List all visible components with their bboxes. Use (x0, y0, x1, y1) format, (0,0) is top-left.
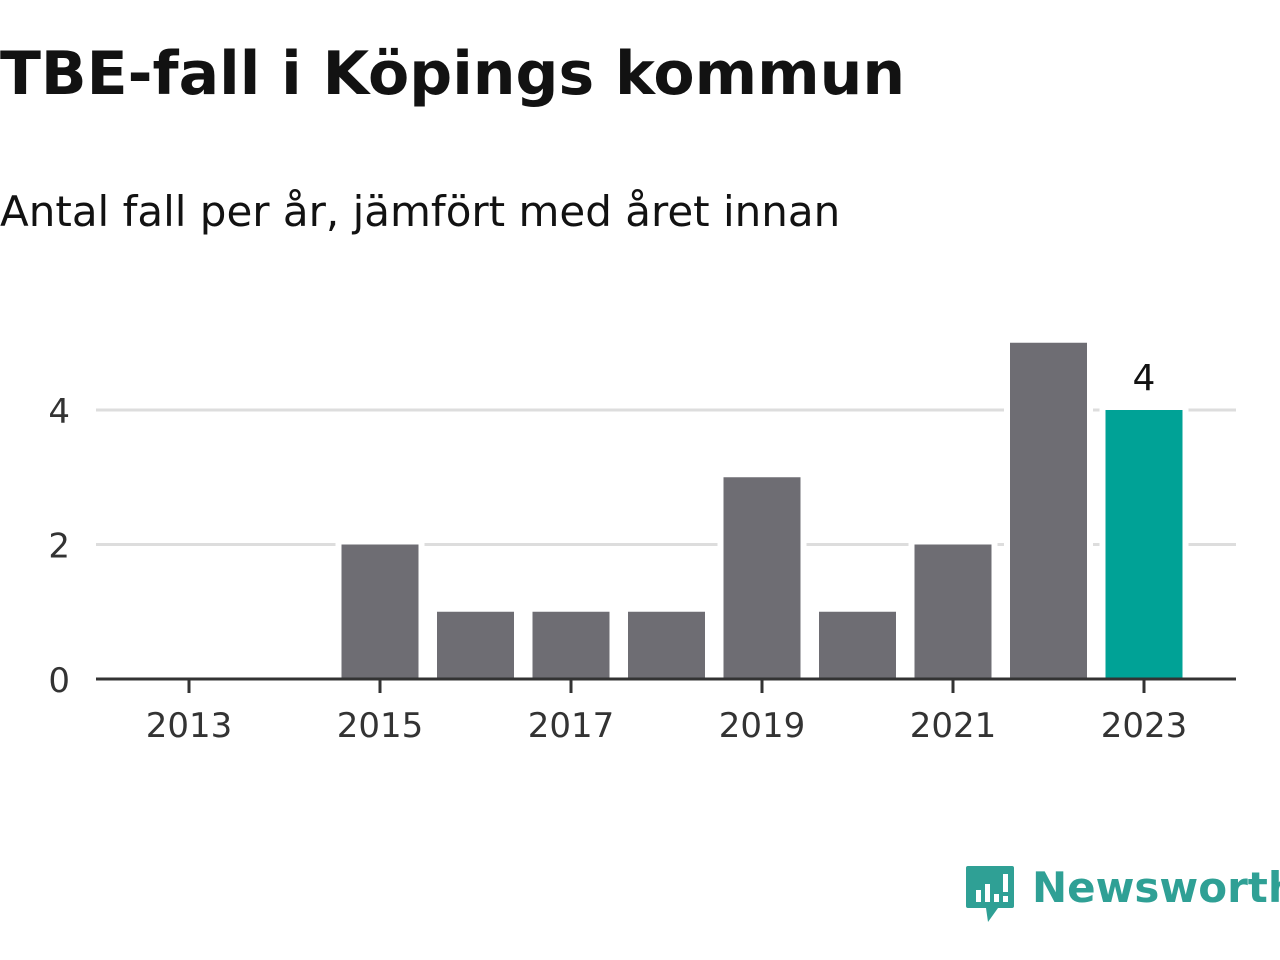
x-tick-label-2019: 2019 (719, 706, 806, 746)
label-layer: 0 2 4 2013 2015 2017 2019 2021 2023 4 (48, 358, 1187, 746)
bar-2021 (914, 544, 992, 679)
brand-name: Newsworthy (1032, 863, 1280, 912)
bar-2017 (532, 611, 610, 679)
x-tick-label-2017: 2017 (528, 706, 615, 746)
newsworthy-logo-icon (966, 866, 1014, 922)
bar-2020 (819, 611, 896, 679)
bar-chart: 0 2 4 2013 2015 2017 2019 2021 2023 4 (48, 339, 1236, 746)
bar-2015 (341, 544, 419, 679)
y-tick-label-0: 0 (48, 661, 70, 701)
bar-2018 (628, 611, 705, 679)
bar-2022 (1010, 342, 1087, 679)
chart-subtitle: Antal fall per år, jämfört med året inna… (0, 187, 841, 236)
x-tick-label-2013: 2013 (146, 706, 233, 746)
bar-2019 (723, 477, 801, 679)
y-tick-label-4: 4 (48, 392, 70, 432)
bar-layer (335, 339, 1189, 679)
x-tick-label-2021: 2021 (910, 706, 997, 746)
bar-2016 (437, 611, 514, 679)
data-label-2023: 4 (1133, 358, 1156, 399)
axis-layer (96, 677, 1236, 693)
brand-logo: Newsworthy (964, 864, 1280, 926)
x-tick-label-2015: 2015 (337, 706, 424, 746)
y-tick-label-2: 2 (48, 527, 70, 567)
chart-title: TBE-fall i Köpings kommun (0, 39, 906, 109)
bar-2023 (1105, 410, 1183, 679)
x-tick-label-2023: 2023 (1101, 706, 1188, 746)
